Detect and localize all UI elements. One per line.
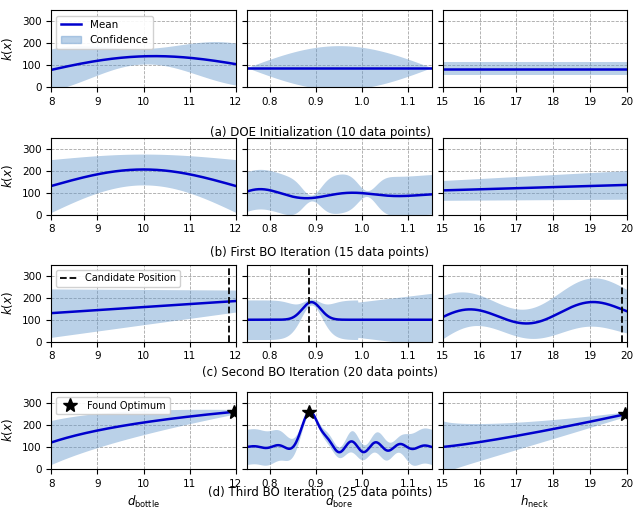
- Legend: Found Optimum: Found Optimum: [56, 396, 170, 415]
- X-axis label: $d_\mathrm{bore}$: $d_\mathrm{bore}$: [325, 494, 353, 510]
- Y-axis label: $\hat{k}(x)$: $\hat{k}(x)$: [0, 291, 16, 315]
- Text: (d) Third BO Iteration (25 data points): (d) Third BO Iteration (25 data points): [208, 486, 432, 499]
- Legend: Mean, Confidence: Mean, Confidence: [56, 16, 153, 49]
- Y-axis label: $\hat{k}(x)$: $\hat{k}(x)$: [0, 37, 16, 61]
- Legend: Candidate Position: Candidate Position: [56, 269, 180, 288]
- Text: (c) Second BO Iteration (20 data points): (c) Second BO Iteration (20 data points): [202, 366, 438, 379]
- Text: (a) DOE Initialization (10 data points): (a) DOE Initialization (10 data points): [209, 127, 431, 139]
- Y-axis label: $\hat{k}(x)$: $\hat{k}(x)$: [0, 164, 16, 188]
- X-axis label: $h_\mathrm{neck}$: $h_\mathrm{neck}$: [520, 494, 549, 510]
- Y-axis label: $\hat{k}(x)$: $\hat{k}(x)$: [0, 418, 16, 442]
- Text: (b) First BO Iteration (15 data points): (b) First BO Iteration (15 data points): [211, 246, 429, 259]
- X-axis label: $d_\mathrm{bottle}$: $d_\mathrm{bottle}$: [127, 494, 160, 510]
